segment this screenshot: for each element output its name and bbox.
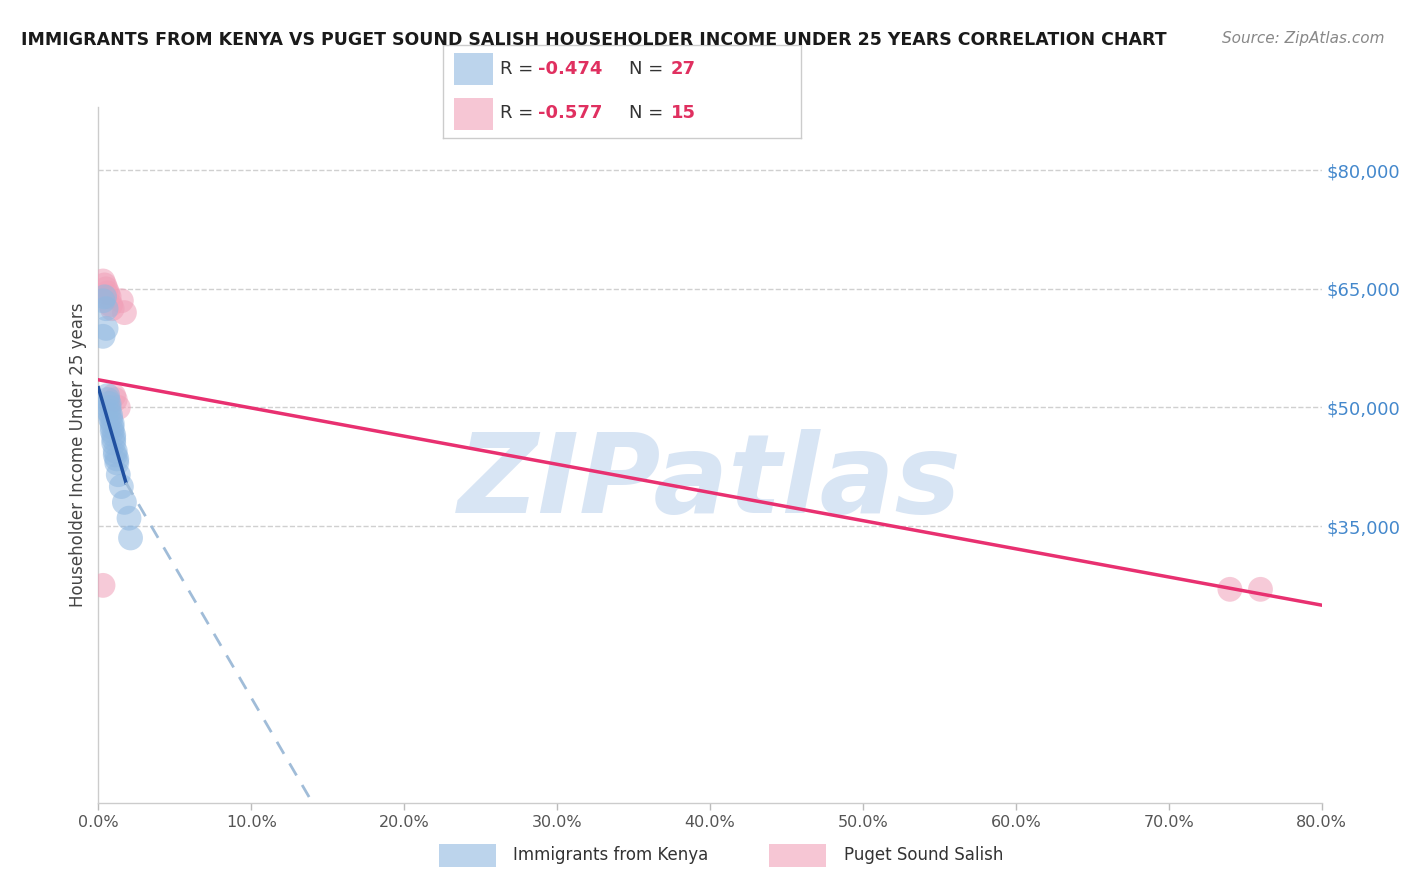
Text: R =: R = <box>501 60 540 78</box>
Point <box>98 396 121 410</box>
Text: R =: R = <box>501 104 540 122</box>
Point <box>107 401 129 415</box>
Point <box>1219 582 1241 597</box>
Bar <box>769 844 827 867</box>
Point <box>112 495 135 509</box>
Y-axis label: Householder Income Under 25 years: Householder Income Under 25 years <box>69 302 87 607</box>
Point <box>120 531 142 545</box>
Point <box>112 305 135 319</box>
Text: -0.577: -0.577 <box>538 104 602 122</box>
Point <box>94 301 117 316</box>
Point <box>98 404 121 418</box>
Text: -0.474: -0.474 <box>538 60 602 78</box>
Point <box>105 451 128 466</box>
Point <box>101 424 124 438</box>
Point <box>100 409 122 423</box>
Point <box>100 298 122 312</box>
Point <box>110 293 132 308</box>
FancyBboxPatch shape <box>454 53 494 85</box>
Point <box>105 456 128 470</box>
Point <box>97 392 120 407</box>
Point <box>1249 582 1271 597</box>
FancyBboxPatch shape <box>454 98 494 130</box>
Text: Immigrants from Kenya: Immigrants from Kenya <box>513 847 709 864</box>
Point <box>91 329 114 343</box>
Point <box>103 389 125 403</box>
Point <box>91 274 114 288</box>
Point <box>91 578 114 592</box>
Point <box>94 321 117 335</box>
Point <box>101 301 124 316</box>
Point <box>101 420 124 434</box>
Point <box>97 285 120 300</box>
Text: Puget Sound Salish: Puget Sound Salish <box>844 847 1002 864</box>
Point <box>91 293 114 308</box>
Text: N =: N = <box>630 60 669 78</box>
Point <box>98 290 121 304</box>
Point <box>97 389 120 403</box>
Point <box>103 428 125 442</box>
Point <box>118 511 141 525</box>
Point <box>104 444 127 458</box>
Point <box>104 392 127 407</box>
Text: IMMIGRANTS FROM KENYA VS PUGET SOUND SALISH HOUSEHOLDER INCOME UNDER 25 YEARS CO: IMMIGRANTS FROM KENYA VS PUGET SOUND SAL… <box>21 31 1167 49</box>
Point <box>94 282 117 296</box>
Text: ZIPatlas: ZIPatlas <box>458 429 962 536</box>
Text: 27: 27 <box>671 60 696 78</box>
Point <box>98 401 121 415</box>
Point <box>93 290 115 304</box>
Point <box>101 417 124 431</box>
Point <box>104 448 127 462</box>
Text: N =: N = <box>630 104 669 122</box>
Text: 15: 15 <box>671 104 696 122</box>
Point <box>103 432 125 446</box>
Point <box>110 479 132 493</box>
Point <box>93 277 115 292</box>
Point <box>107 467 129 482</box>
Bar <box>439 844 496 867</box>
Text: Source: ZipAtlas.com: Source: ZipAtlas.com <box>1222 31 1385 46</box>
Point <box>103 436 125 450</box>
Point <box>100 412 122 426</box>
